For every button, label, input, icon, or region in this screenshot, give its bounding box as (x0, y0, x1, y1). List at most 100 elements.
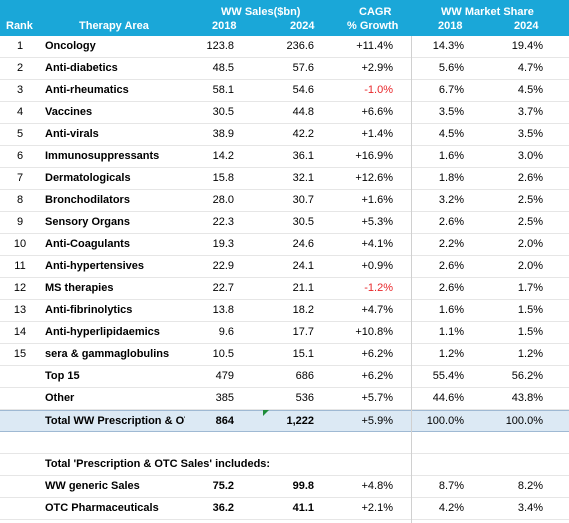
therapy-area-cell: Anti-fibrinolytics (45, 304, 133, 316)
cagr-cell: +5.9% (361, 415, 394, 427)
header-sales-2018: 2018 (212, 20, 237, 32)
sales-2018-cell: 479 (215, 370, 234, 382)
sales-2024-cell: 18.2 (292, 304, 314, 316)
cagr-cell: +4.1% (361, 238, 394, 250)
share-2024-cell: 2.5% (517, 194, 543, 206)
sales-2024-cell: 236.6 (286, 40, 314, 52)
rank-cell: 11 (14, 260, 26, 272)
table-row: 12 MS therapies 22.7 21.1 -1.2% 2.6% 1.7% (0, 278, 569, 300)
table-row: 5 Anti-virals 38.9 42.2 +1.4% 4.5% 3.5% (0, 124, 569, 146)
table-row: 3 Anti-rheumatics 58.1 54.6 -1.0% 6.7% 4.5% (0, 80, 569, 102)
therapy-area-cell: Anti-virals (45, 128, 99, 140)
share-2024-cell: 1.2% (517, 348, 543, 360)
table-row: 11 Anti-hypertensives 22.9 24.1 +0.9% 2.6% 2.0… (0, 256, 569, 278)
sales-2018-cell: 385 (215, 392, 234, 404)
cagr-cell: +0.9% (361, 260, 394, 272)
rank-cell: 6 (16, 150, 24, 162)
sales-2018-cell: 36.2 (212, 502, 234, 514)
cagr-cell: +12.6% (355, 172, 393, 184)
rank-cell: 8 (16, 194, 24, 206)
sales-2018-cell: 13.8 (212, 304, 234, 316)
cagr-cell: +4.8% (361, 480, 394, 492)
therapy-area-cell: sera & gammaglobulins (45, 348, 170, 360)
share-2024-cell: 43.8% (511, 392, 543, 404)
rank-cell: 3 (16, 84, 24, 96)
header-ww-sales: WW Sales($bn) (221, 6, 301, 18)
share-2018-cell: 55.4% (432, 370, 464, 382)
table-header: Rank Therapy Area WW Sales($bn) 2018 202… (0, 0, 569, 36)
share-2024-cell: 3.4% (517, 502, 543, 514)
share-2018-cell: 3.5% (438, 106, 464, 118)
sales-2024-cell: 30.5 (292, 216, 314, 228)
therapy-area-cell: Dermatologicals (45, 172, 131, 184)
cagr-cell: +1.6% (361, 194, 394, 206)
share-2018-cell: 8.7% (438, 480, 464, 492)
table-row: 7 Dermatologicals 15.8 32.1 +12.6% 1.8% 2.6% (0, 168, 569, 190)
sales-2024-cell: 17.7 (292, 326, 314, 338)
rank-cell: 1 (16, 40, 24, 52)
table-row: 13 Anti-fibrinolytics 13.8 18.2 +4.7% 1.6% 1.5… (0, 300, 569, 322)
sales-2024-cell: 41.1 (292, 502, 314, 514)
otc-row: OTC Pharmaceuticals 36.2 41.1 +2.1% 4.2% 3.4% (0, 498, 569, 520)
sales-2024-cell: 24.1 (292, 260, 314, 272)
table-row: 10 Anti-Coagulants 19.3 24.6 +4.1% 2.2% 2.0% (0, 234, 569, 256)
rank-cell: 15 (13, 348, 27, 360)
header-sales-2024: 2024 (290, 20, 315, 32)
sales-2024-cell: 44.8 (292, 106, 314, 118)
spacer-row (0, 432, 569, 454)
sales-2018-cell: 75.2 (212, 480, 234, 492)
cagr-cell: +1.4% (361, 128, 394, 140)
cagr-cell: +6.2% (361, 348, 394, 360)
sales-2024-cell: 99.8 (292, 480, 314, 492)
rank-cell: 5 (16, 128, 24, 140)
sales-2018-cell: 123.8 (206, 40, 234, 52)
table-row: 6 Immunosuppressants 14.2 36.1 +16.9% 1.6% 3.0… (0, 146, 569, 168)
share-2018-cell: 2.6% (438, 282, 464, 294)
sales-2018-cell: 28.0 (212, 194, 234, 206)
therapy-area-cell: Anti-rheumatics (45, 84, 129, 96)
cagr-cell: +16.9% (355, 150, 393, 162)
cagr-cell: +6.6% (361, 106, 394, 118)
therapy-area-cell: Sensory Organs (45, 216, 130, 228)
therapy-area-cell: Total WW Prescription & OTC Sales (45, 415, 185, 427)
sales-2018-cell: 58.1 (212, 84, 234, 96)
share-2018-cell: 2.2% (438, 238, 464, 250)
sales-2024-cell: 30.7 (292, 194, 314, 206)
cagr-cell: +5.7% (361, 392, 394, 404)
rank-cell: 2 (16, 62, 24, 74)
cagr-cell: +2.1% (361, 502, 394, 514)
includes-label: Total 'Prescription & OTC Sales' include… (45, 458, 271, 470)
sales-2024-cell: 32.1 (292, 172, 314, 184)
top15-row: Top 15 479 686 +6.2% 55.4% 56.2% (0, 366, 569, 388)
sales-2024-cell: 15.1 (292, 348, 314, 360)
sales-2018-cell: 22.7 (212, 282, 234, 294)
table-row: 2 Anti-diabetics 48.5 57.6 +2.9% 5.6% 4.7% (0, 58, 569, 80)
share-2018-cell: 1.8% (438, 172, 464, 184)
share-2018-cell: 44.6% (432, 392, 464, 404)
share-2018-cell: 4.5% (438, 128, 464, 140)
therapy-area-cell: Anti-hypertensives (45, 260, 145, 272)
share-2018-cell: 1.6% (438, 150, 464, 162)
includes-row: Total 'Prescription & OTC Sales' include… (0, 454, 569, 476)
header-rank: Rank (6, 20, 33, 32)
sales-2024-cell: 57.6 (292, 62, 314, 74)
sales-2024-cell: 21.1 (292, 282, 314, 294)
table-row: 4 Vaccines 30.5 44.8 +6.6% 3.5% 3.7% (0, 102, 569, 124)
sales-2024-cell: 1,222 (286, 415, 314, 427)
share-2024-cell: 8.2% (517, 480, 543, 492)
share-2018-cell: 1.6% (438, 304, 464, 316)
therapy-area-cell: Anti-Coagulants (45, 238, 130, 250)
share-2024-cell: 1.5% (517, 326, 543, 338)
header-share-2018: 2018 (438, 20, 463, 32)
share-2018-cell: 1.1% (438, 326, 464, 338)
sales-2018-cell: 48.5 (212, 62, 234, 74)
cagr-cell: -1.2% (364, 282, 393, 294)
therapy-area-cell: WW generic Sales (45, 480, 140, 492)
sales-2024-cell: 36.1 (292, 150, 314, 162)
share-2024-cell: 2.0% (517, 238, 543, 250)
other-row: Other 385 536 +5.7% 44.6% 43.8% (0, 388, 569, 410)
cagr-cell: -1.0% (364, 84, 393, 96)
share-2024-cell: 4.7% (517, 62, 543, 74)
share-2018-cell: 4.2% (438, 502, 464, 514)
